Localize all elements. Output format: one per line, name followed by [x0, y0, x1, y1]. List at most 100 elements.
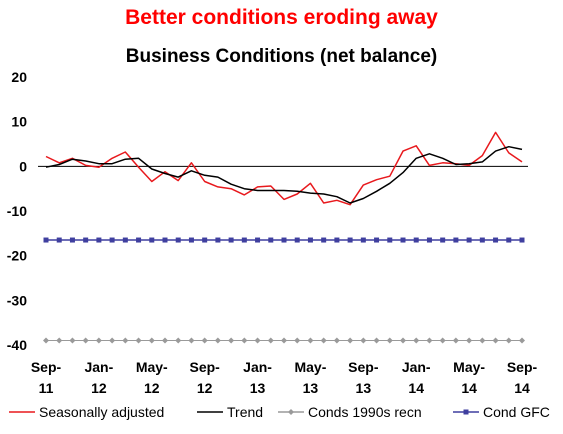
x-tick-label: 11	[39, 380, 54, 396]
data-point	[281, 237, 287, 243]
data-point	[492, 337, 499, 344]
data-point	[281, 337, 287, 344]
y-tick-label: 0	[19, 158, 27, 174]
legend-marker	[463, 409, 469, 415]
legend-label: Cond GFC	[483, 404, 550, 420]
data-point	[228, 237, 234, 243]
x-tick-label: Jan-	[84, 359, 113, 375]
x-tick-label: May-	[136, 359, 168, 375]
data-point	[519, 337, 525, 344]
chart-axes: 20100-10-20-30-40Sep-11Jan-12May-12Sep-1…	[7, 69, 538, 396]
data-point	[56, 337, 63, 344]
data-point	[373, 337, 380, 344]
data-point	[122, 237, 128, 243]
data-point	[505, 337, 512, 344]
data-point	[255, 237, 261, 243]
data-point	[439, 337, 446, 344]
data-point	[254, 337, 261, 344]
data-point	[294, 337, 301, 344]
data-point	[201, 337, 208, 344]
y-tick-label: 20	[11, 69, 27, 85]
data-point	[466, 337, 473, 344]
data-point	[109, 337, 116, 344]
x-tick-label: Sep-	[31, 359, 62, 375]
data-point	[413, 237, 419, 243]
data-point	[347, 237, 353, 243]
data-point	[479, 337, 486, 344]
data-point	[82, 337, 89, 344]
data-point	[452, 337, 459, 344]
x-tick-label: 14	[461, 380, 477, 396]
data-point	[188, 237, 194, 243]
chart-title: Business Conditions (net balance)	[125, 46, 438, 67]
data-point	[56, 237, 62, 243]
data-point	[333, 337, 340, 344]
data-point	[95, 337, 102, 344]
data-point	[188, 337, 195, 344]
data-point	[440, 237, 446, 243]
legend-marker	[288, 409, 294, 415]
x-tick-label: Sep-	[348, 359, 379, 375]
y-tick-label: 10	[11, 114, 27, 130]
data-point	[267, 337, 274, 344]
data-point	[321, 237, 327, 243]
data-point	[136, 237, 142, 243]
data-point	[307, 337, 314, 344]
data-point	[43, 237, 49, 243]
data-point	[453, 237, 459, 243]
data-point	[386, 337, 393, 344]
x-tick-label: Jan-	[243, 359, 272, 375]
data-point	[374, 237, 380, 243]
data-point	[294, 237, 300, 243]
data-point	[43, 337, 49, 344]
data-point	[519, 237, 525, 243]
x-tick-label: May-	[453, 359, 485, 375]
x-tick-label: 13	[250, 380, 266, 396]
data-point	[320, 337, 327, 344]
data-point	[135, 337, 142, 344]
data-point	[426, 237, 432, 243]
data-point	[69, 337, 76, 344]
data-point	[400, 237, 406, 243]
data-point	[175, 337, 182, 344]
data-point	[506, 237, 512, 243]
data-point	[83, 237, 89, 243]
data-point	[228, 337, 235, 344]
x-tick-label: 14	[408, 380, 424, 396]
x-tick-label: 13	[356, 380, 372, 396]
chart-series	[43, 131, 525, 344]
x-tick-label: 12	[91, 380, 107, 396]
data-point	[334, 237, 340, 243]
y-tick-label: -30	[7, 292, 27, 308]
x-tick-label: 14	[514, 380, 530, 396]
x-tick-label: May-	[294, 359, 326, 375]
legend-label: Conds 1990s recn	[308, 404, 422, 420]
data-point	[493, 237, 499, 243]
data-point	[347, 337, 354, 344]
x-tick-label: Sep-	[189, 359, 220, 375]
data-point	[479, 237, 485, 243]
x-tick-label: Sep-	[507, 359, 538, 375]
series-line-seasonally-adjusted	[45, 131, 523, 206]
data-point	[162, 337, 168, 344]
data-point	[400, 337, 406, 344]
data-point	[241, 337, 248, 344]
data-point	[96, 237, 102, 243]
y-tick-label: -20	[7, 248, 27, 264]
y-tick-label: -40	[7, 337, 27, 353]
data-point	[215, 237, 221, 243]
data-point	[69, 237, 75, 243]
data-point	[148, 337, 155, 344]
data-point	[360, 337, 367, 344]
chart-legend: Seasonally adjusted Trend Conds 1990s recn…	[9, 404, 550, 420]
legend-label: Trend	[227, 404, 263, 420]
legend-label: Seasonally adjusted	[39, 404, 164, 420]
data-point	[413, 337, 420, 344]
data-point	[360, 237, 366, 243]
data-point	[122, 337, 129, 344]
data-point	[175, 237, 181, 243]
x-tick-label: 12	[144, 380, 160, 396]
data-point	[109, 237, 115, 243]
headline: Better conditions eroding away	[125, 6, 438, 29]
